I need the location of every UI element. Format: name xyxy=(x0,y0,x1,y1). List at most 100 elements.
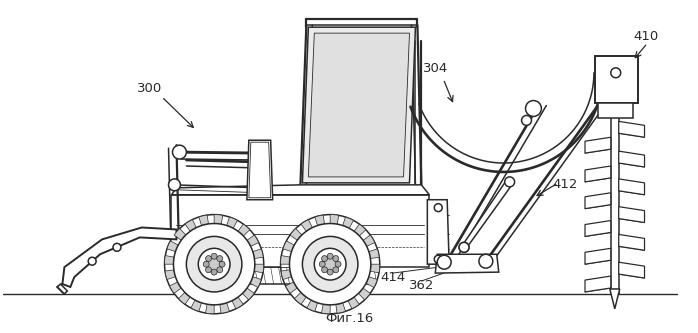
Circle shape xyxy=(174,223,255,305)
Polygon shape xyxy=(369,249,379,258)
Circle shape xyxy=(314,248,346,280)
Polygon shape xyxy=(370,264,380,273)
Text: 410: 410 xyxy=(633,30,658,43)
Circle shape xyxy=(217,267,223,273)
Text: 304: 304 xyxy=(423,62,448,75)
Polygon shape xyxy=(254,264,264,273)
Polygon shape xyxy=(191,300,202,311)
Polygon shape xyxy=(281,255,290,264)
Polygon shape xyxy=(610,289,620,309)
Polygon shape xyxy=(336,303,346,313)
Polygon shape xyxy=(618,262,644,278)
Circle shape xyxy=(186,236,242,292)
Polygon shape xyxy=(461,180,512,247)
Text: 412: 412 xyxy=(553,178,578,191)
Circle shape xyxy=(281,214,380,314)
Circle shape xyxy=(521,116,531,125)
Polygon shape xyxy=(343,217,353,228)
Circle shape xyxy=(459,242,469,252)
Circle shape xyxy=(206,256,222,272)
Polygon shape xyxy=(253,249,263,258)
Polygon shape xyxy=(199,215,209,225)
Polygon shape xyxy=(170,282,181,293)
Circle shape xyxy=(203,261,209,267)
Circle shape xyxy=(302,236,358,292)
Polygon shape xyxy=(283,241,295,252)
Polygon shape xyxy=(618,234,644,250)
Polygon shape xyxy=(174,228,186,240)
Circle shape xyxy=(322,256,327,261)
Circle shape xyxy=(205,256,211,261)
Polygon shape xyxy=(618,207,644,222)
Circle shape xyxy=(211,253,217,259)
Polygon shape xyxy=(307,300,318,311)
Circle shape xyxy=(88,257,96,265)
Polygon shape xyxy=(618,122,644,137)
Circle shape xyxy=(165,214,264,314)
Polygon shape xyxy=(363,235,375,246)
Polygon shape xyxy=(366,277,378,287)
Circle shape xyxy=(322,256,338,272)
Circle shape xyxy=(459,242,469,252)
Circle shape xyxy=(333,267,339,273)
Polygon shape xyxy=(436,254,499,273)
Circle shape xyxy=(434,204,443,211)
Polygon shape xyxy=(358,288,370,300)
Polygon shape xyxy=(165,270,175,279)
Circle shape xyxy=(327,269,333,275)
Circle shape xyxy=(198,248,230,280)
Polygon shape xyxy=(205,304,214,314)
Polygon shape xyxy=(179,292,191,304)
Polygon shape xyxy=(585,276,611,292)
Polygon shape xyxy=(247,235,259,246)
Circle shape xyxy=(335,261,341,267)
Polygon shape xyxy=(281,270,292,279)
Polygon shape xyxy=(354,224,366,236)
Circle shape xyxy=(205,267,211,273)
Circle shape xyxy=(172,145,186,159)
Polygon shape xyxy=(595,56,637,103)
Circle shape xyxy=(319,261,325,267)
Circle shape xyxy=(290,223,371,305)
Polygon shape xyxy=(62,227,177,287)
Circle shape xyxy=(327,253,333,259)
Polygon shape xyxy=(295,292,306,304)
Circle shape xyxy=(219,261,225,267)
Circle shape xyxy=(333,256,339,261)
Polygon shape xyxy=(172,185,429,195)
Circle shape xyxy=(211,269,217,275)
Circle shape xyxy=(252,146,266,160)
Circle shape xyxy=(526,101,542,117)
Circle shape xyxy=(168,179,180,191)
Polygon shape xyxy=(301,220,312,231)
Circle shape xyxy=(253,182,265,194)
Polygon shape xyxy=(585,166,611,182)
Text: 362: 362 xyxy=(409,278,434,291)
Polygon shape xyxy=(330,214,339,224)
Polygon shape xyxy=(618,151,644,167)
Circle shape xyxy=(611,68,621,78)
Polygon shape xyxy=(227,217,237,228)
Polygon shape xyxy=(214,214,223,224)
Polygon shape xyxy=(618,179,644,195)
Circle shape xyxy=(437,255,451,269)
Polygon shape xyxy=(285,282,297,293)
Polygon shape xyxy=(315,215,325,225)
Polygon shape xyxy=(249,142,271,198)
Polygon shape xyxy=(585,193,611,209)
Polygon shape xyxy=(427,200,449,264)
Circle shape xyxy=(217,256,223,261)
Polygon shape xyxy=(290,228,302,240)
Circle shape xyxy=(322,267,327,273)
Polygon shape xyxy=(185,220,196,231)
Polygon shape xyxy=(598,103,632,119)
Polygon shape xyxy=(165,255,174,264)
Polygon shape xyxy=(302,27,415,183)
Polygon shape xyxy=(247,140,273,200)
Polygon shape xyxy=(57,284,68,294)
Circle shape xyxy=(434,255,443,263)
Polygon shape xyxy=(242,288,254,300)
Polygon shape xyxy=(585,220,611,236)
Polygon shape xyxy=(167,241,178,252)
Circle shape xyxy=(113,243,121,251)
